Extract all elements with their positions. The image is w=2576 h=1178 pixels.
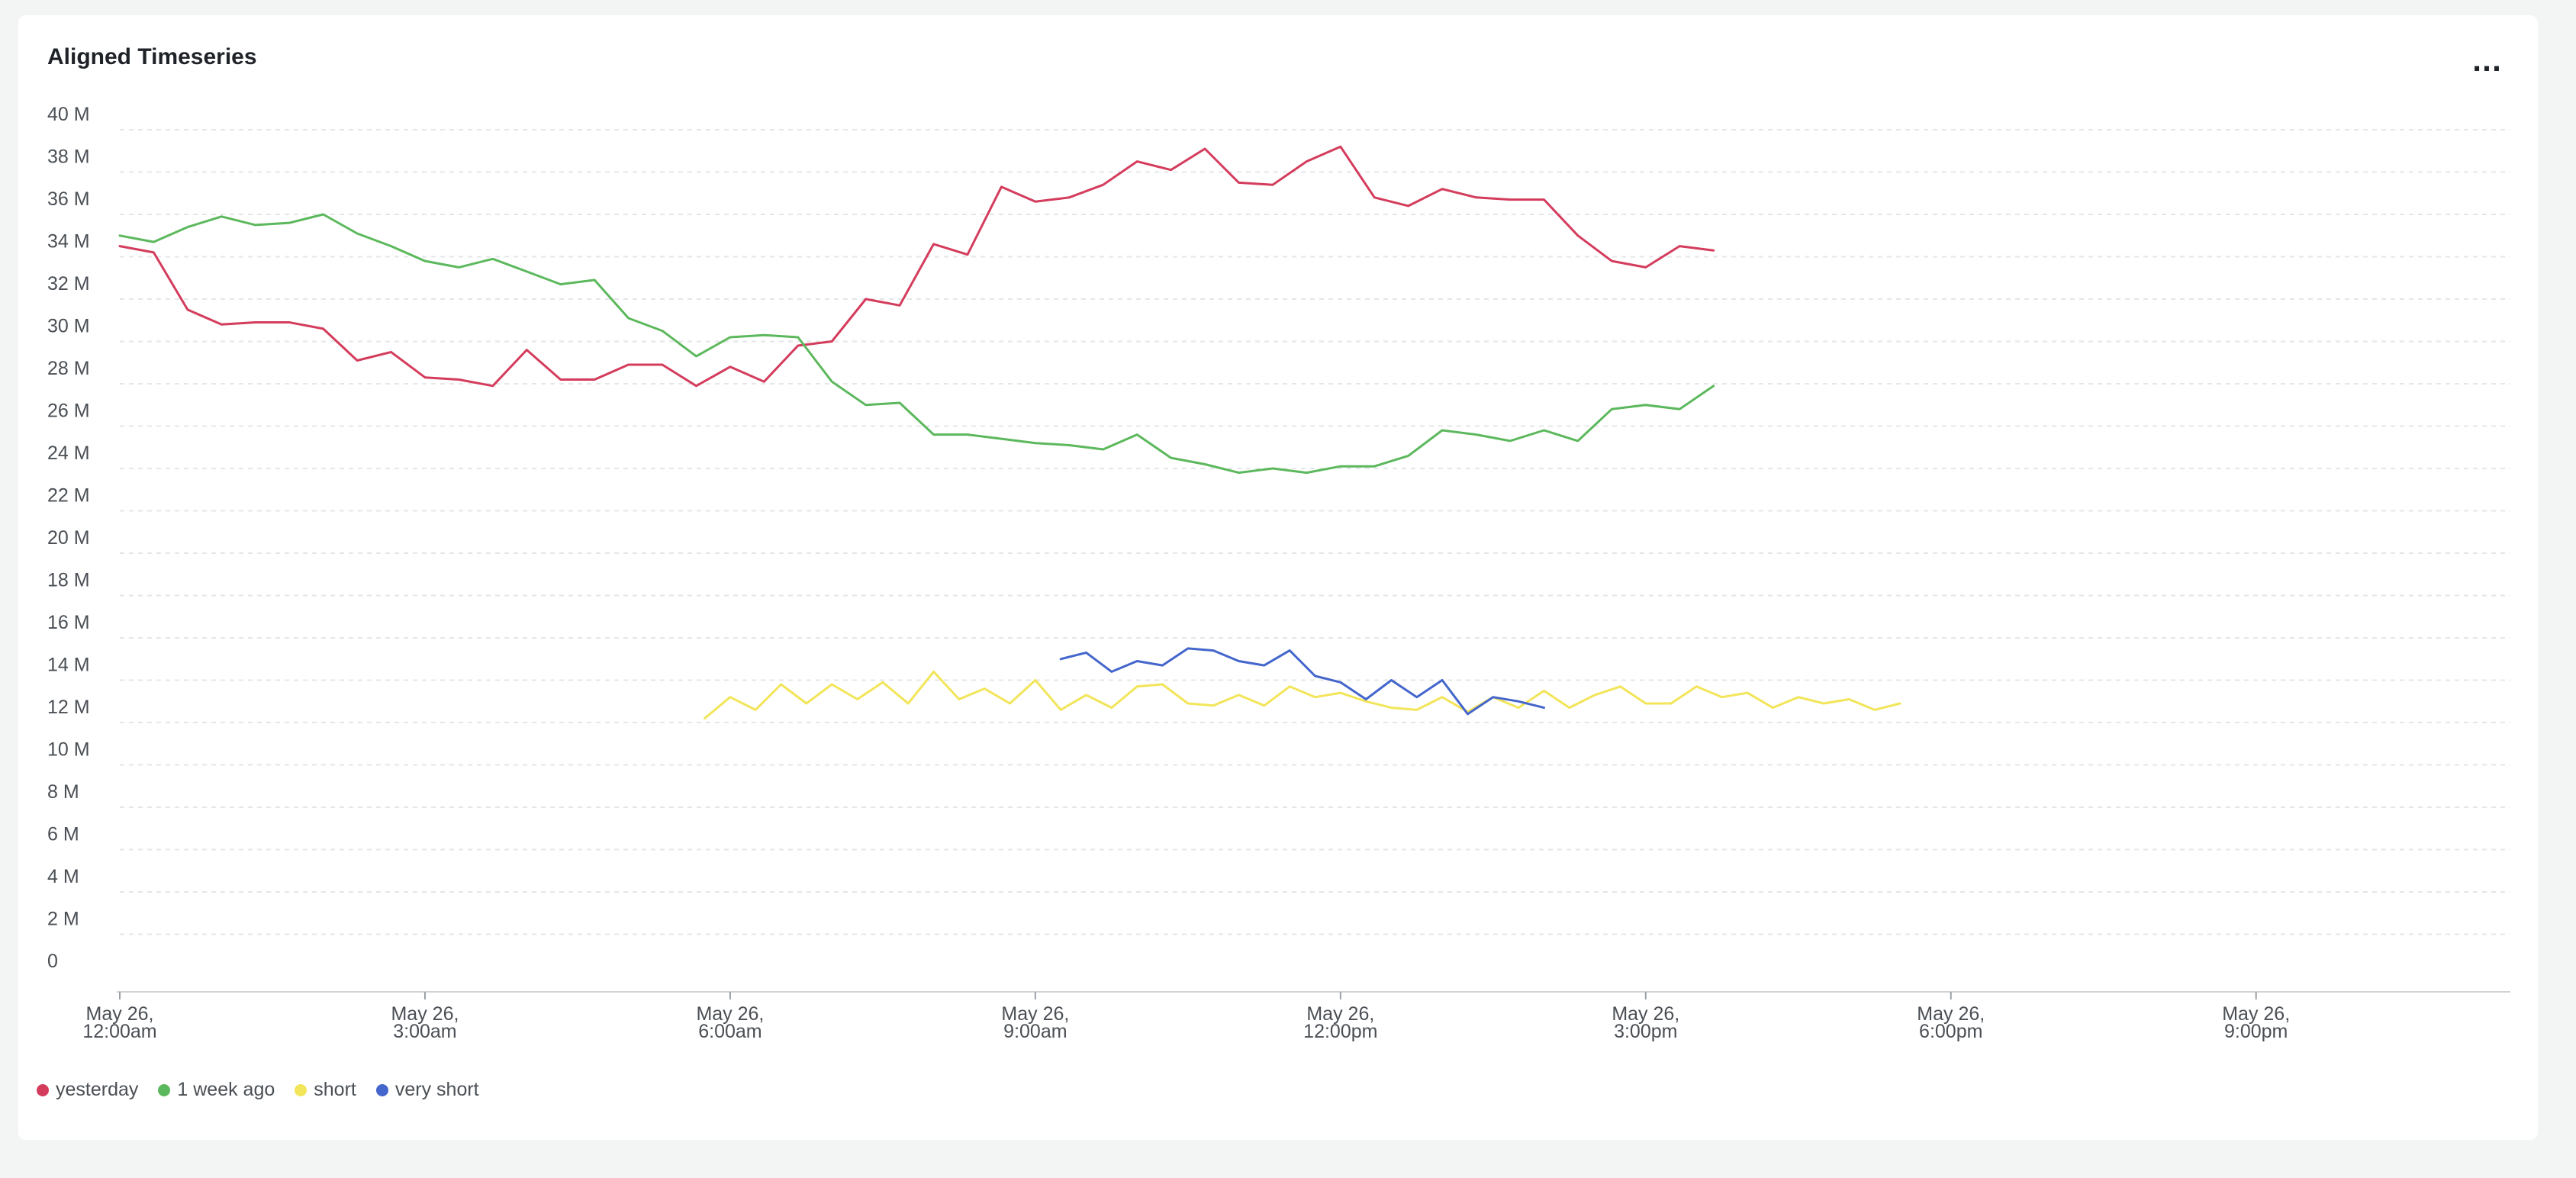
y-tick-label: 8 M — [47, 781, 79, 803]
grid-lines — [120, 129, 2510, 935]
legend-color-dot — [37, 1083, 49, 1096]
x-tick-label: May 26, — [1917, 1003, 1985, 1025]
legend: yesterday 1 week ago short very short — [37, 1079, 479, 1101]
series-line-1-week-ago[interactable] — [118, 213, 1715, 475]
x-tick-label: May 26, — [2222, 1003, 2290, 1025]
legend-color-dot — [158, 1083, 171, 1096]
x-tick-label: May 26, — [86, 1003, 154, 1025]
legend-color-dot — [295, 1083, 308, 1096]
y-tick-label: 12 M — [47, 697, 90, 718]
x-tick-label: May 26, — [1001, 1003, 1069, 1025]
y-tick-label: 40 M — [47, 104, 90, 125]
y-tick-label: 38 M — [47, 146, 90, 168]
x-tick-label: 6:00am — [698, 1021, 762, 1042]
y-tick-label: 18 M — [47, 570, 90, 591]
y-tick-label: 0 — [47, 951, 58, 972]
series-lines — [118, 145, 1901, 719]
y-tick-label: 20 M — [47, 527, 90, 549]
legend-label: 1 week ago — [177, 1079, 275, 1100]
y-tick-label: 28 M — [47, 358, 90, 379]
x-tick-label: 3:00am — [393, 1021, 456, 1042]
timeseries-panel: Aligned Timeseries ... — [18, 15, 2538, 1140]
x-tick-label: 9:00pm — [2224, 1021, 2288, 1042]
x-tick-label: May 26, — [696, 1003, 764, 1025]
series-line-very-short[interactable] — [1059, 647, 1545, 716]
legend-label: very short — [394, 1079, 479, 1100]
y-tick-label: 30 M — [47, 316, 90, 337]
x-tick-label: 12:00am — [82, 1021, 156, 1042]
x-tick-label: 9:00am — [1003, 1021, 1067, 1042]
series-line-short[interactable] — [704, 670, 1901, 719]
y-axis: 0 2 M 4 M 6 M 8 M 10 M 12 M 14 M 16 M 18 M 20 M 22 … — [47, 104, 90, 972]
legend-label: yesterday — [56, 1079, 139, 1100]
legend-item[interactable]: very short — [375, 1079, 479, 1101]
y-tick-label: 32 M — [47, 273, 90, 294]
legend-item[interactable]: short — [295, 1079, 356, 1101]
panel-title: Aligned Timeseries — [47, 44, 257, 69]
y-tick-label: 26 M — [47, 401, 90, 422]
legend-item[interactable]: 1 week ago — [158, 1079, 275, 1101]
x-tick-label: 12:00pm — [1303, 1021, 1377, 1042]
legend-item[interactable]: yesterday — [37, 1079, 138, 1101]
x-tick-label: May 26, — [1306, 1003, 1374, 1025]
y-tick-label: 16 M — [47, 612, 90, 633]
x-tick-label: 3:00pm — [1614, 1021, 1677, 1042]
y-tick-label: 22 M — [47, 485, 90, 507]
y-tick-label: 2 M — [47, 909, 79, 930]
panel-menu-button[interactable]: ... — [2466, 47, 2507, 78]
y-tick-label: 4 M — [47, 866, 79, 887]
y-tick-label: 6 M — [47, 824, 79, 845]
series-line-yesterday[interactable] — [118, 145, 1715, 388]
y-tick-label: 10 M — [47, 739, 90, 761]
y-tick-label: 24 M — [47, 443, 90, 464]
y-tick-label: 14 M — [47, 655, 90, 676]
y-tick-label: 36 M — [47, 188, 90, 210]
legend-label: short — [314, 1079, 356, 1100]
y-tick-label: 34 M — [47, 231, 90, 253]
x-tick-label: May 26, — [391, 1003, 459, 1025]
x-tick-label: May 26, — [1612, 1003, 1679, 1025]
legend-color-dot — [375, 1083, 388, 1096]
x-tick-label: 6:00pm — [1919, 1021, 1982, 1042]
